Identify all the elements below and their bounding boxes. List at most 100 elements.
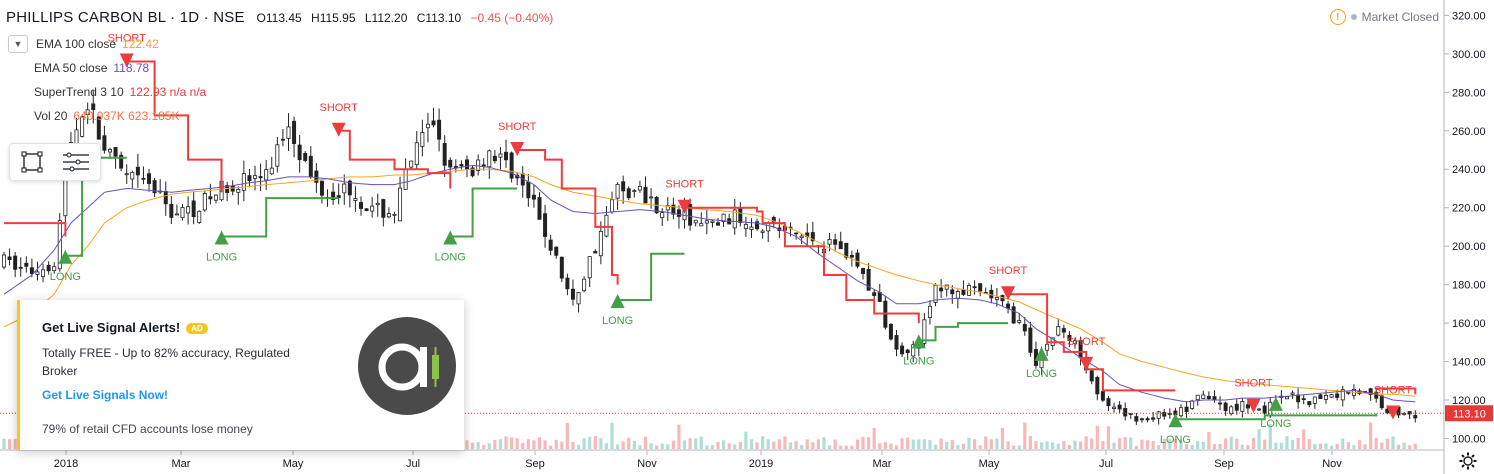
- candle-body: [1324, 394, 1329, 400]
- ad-popup[interactable]: Get Live Signal Alerts! AD Totally FREE -…: [17, 300, 464, 450]
- legend-label: EMA 50 close: [34, 61, 108, 75]
- volume-bar: [1408, 445, 1412, 449]
- candle-body: [297, 144, 302, 161]
- rectangle-icon: [21, 151, 43, 173]
- rectangle-tool-button[interactable]: [10, 144, 54, 180]
- supertrend-line: [126, 60, 223, 193]
- volume-bar: [844, 445, 848, 449]
- candle-body: [833, 239, 838, 245]
- legend-volume[interactable]: Vol 20 640.937K 623.185K: [8, 104, 206, 128]
- last-price-tag: [1445, 405, 1493, 422]
- volume-bar: [1073, 440, 1077, 449]
- volume-bar: [1218, 444, 1222, 449]
- candle-body: [80, 116, 85, 137]
- chart-header: PHILLIPS CARBON BL · 1D · NSE O113.45 H1…: [6, 9, 559, 26]
- candle-body: [470, 167, 475, 177]
- candle-body: [85, 109, 90, 116]
- legend-ema50[interactable]: EMA 50 close 118.78: [8, 56, 206, 80]
- x-tick-label: Nov: [637, 458, 657, 470]
- candle-body: [1245, 404, 1250, 409]
- long-signal-label: LONG: [903, 355, 934, 367]
- volume-bar: [621, 441, 625, 449]
- gear-icon[interactable]: [1459, 452, 1477, 470]
- candle-body: [319, 180, 324, 196]
- candle-body: [1128, 413, 1133, 415]
- ad-title: Get Live Signal Alerts! AD: [42, 320, 208, 335]
- candle-body: [135, 166, 140, 176]
- candle-body: [665, 205, 670, 211]
- candle-body: [1257, 408, 1262, 411]
- volume-bar: [939, 438, 943, 449]
- volume-bar: [738, 442, 742, 449]
- x-tick-label: Jul: [1099, 458, 1113, 470]
- candle-body: [1017, 320, 1022, 323]
- candle-body: [107, 148, 112, 153]
- get-live-signals-link[interactable]: Get Live Signals Now!: [42, 388, 169, 402]
- ad-badge: AD: [186, 323, 208, 335]
- candle-body: [392, 213, 397, 216]
- candle-body: [927, 305, 932, 318]
- candle-body: [29, 267, 34, 275]
- volume-bar: [688, 438, 692, 449]
- volume-bar: [482, 445, 486, 449]
- candle-body: [844, 242, 849, 258]
- legend-ema100[interactable]: ▼ EMA 100 close 122.42: [8, 32, 206, 56]
- candle-body: [972, 286, 977, 289]
- volume-bar: [1000, 427, 1005, 449]
- candle-body: [1201, 394, 1206, 399]
- candle-body: [676, 209, 681, 217]
- long-signal-arrow: [214, 230, 229, 245]
- volume-bar: [588, 436, 592, 449]
- volume-bar: [1274, 442, 1278, 449]
- volume-bar: [883, 442, 887, 449]
- candle-body: [621, 181, 626, 192]
- supertrend-line: [1376, 387, 1417, 395]
- candle-body: [24, 262, 29, 267]
- ad-logo-icon[interactable]: [358, 317, 456, 415]
- volume-bar: [666, 444, 670, 449]
- candle-body: [1379, 395, 1384, 409]
- volume-bar: [989, 439, 993, 449]
- warning-icon[interactable]: !: [1329, 9, 1346, 25]
- volume-bar: [515, 438, 519, 449]
- candle-body: [347, 180, 352, 196]
- candle-body: [1045, 343, 1050, 351]
- candle-body: [743, 224, 748, 230]
- candle-body: [2, 254, 7, 268]
- volume-bar: [945, 441, 949, 449]
- low-value: L112.20: [364, 11, 408, 25]
- legend-supertrend[interactable]: SuperTrend 3 10 122.93 n/a n/a: [8, 80, 206, 104]
- candle-body: [1329, 394, 1334, 398]
- candle-body: [866, 268, 871, 291]
- supertrend-line: [338, 129, 452, 189]
- legend-label: Vol 20: [34, 109, 68, 123]
- short-signal-label: SHORT: [989, 265, 1028, 277]
- candle-body: [286, 126, 291, 139]
- volume-bar: [961, 443, 966, 449]
- volume-bar: [1279, 442, 1283, 449]
- candle-body: [1284, 396, 1289, 400]
- candle-body: [1106, 398, 1111, 407]
- candle-body: [364, 208, 369, 212]
- candle-body: [314, 170, 319, 183]
- y-tick-label: 320.00: [1452, 10, 1486, 22]
- candle-body: [353, 198, 358, 201]
- candle-body: [1206, 395, 1211, 400]
- supertrend-line: [684, 206, 920, 324]
- candle-body: [476, 159, 481, 171]
- volume-bar: [1151, 441, 1155, 449]
- candle-body: [1212, 396, 1217, 401]
- candle-body: [643, 186, 648, 204]
- candle-body: [1190, 400, 1195, 409]
- candle-body: [52, 266, 57, 272]
- volume-bar: [1391, 436, 1395, 449]
- collapse-legend-button[interactable]: ▼: [8, 35, 28, 53]
- long-signal-arrow: [1268, 396, 1283, 411]
- candle-body: [152, 180, 157, 194]
- candle-body: [1223, 402, 1228, 412]
- lines-tool-button[interactable]: [54, 144, 98, 180]
- candle-body: [280, 138, 285, 141]
- volume-bar: [498, 439, 503, 449]
- volume-bar: [956, 445, 960, 449]
- volume-bar: [1134, 445, 1138, 449]
